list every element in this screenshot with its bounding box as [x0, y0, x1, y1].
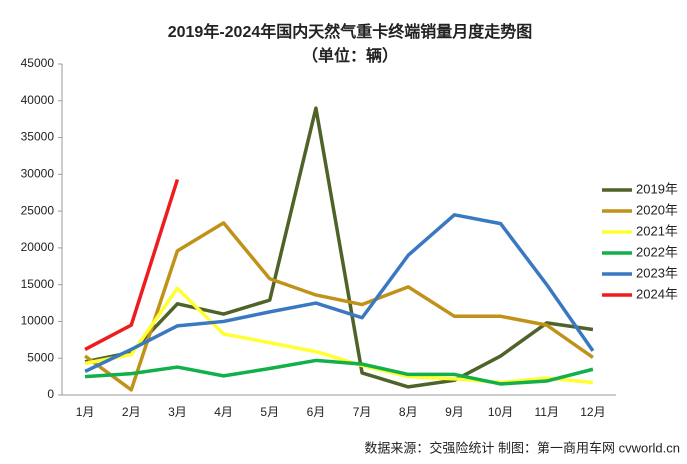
- y-tick-label: 10000: [21, 314, 55, 328]
- y-tick-label: 25000: [21, 203, 55, 217]
- legend-label: 2019年: [636, 181, 678, 196]
- legend-label: 2020年: [636, 202, 678, 217]
- legend-label: 2022年: [636, 244, 678, 259]
- y-tick-label: 0: [47, 387, 54, 401]
- x-tick-label: 8月: [399, 405, 418, 419]
- series-line: [84, 358, 594, 386]
- x-tick-label: 10月: [488, 405, 513, 419]
- x-tick-label: 2月: [122, 405, 141, 419]
- x-tick-label: 6月: [307, 405, 326, 419]
- y-tick-label: 5000: [27, 350, 54, 364]
- x-tick-label: 4月: [214, 405, 233, 419]
- source-note: 数据来源：交强险统计 制图：第一商用车网 cvworld.cn: [364, 440, 680, 455]
- chart-subtitle: （单位：辆）: [302, 46, 398, 65]
- x-tick-label: 9月: [445, 405, 464, 419]
- y-tick-label: 20000: [21, 240, 55, 254]
- y-tick-label: 30000: [21, 167, 55, 181]
- y-tick-label: 15000: [21, 277, 55, 291]
- x-tick-label: 7月: [353, 405, 372, 419]
- series-line: [84, 178, 180, 351]
- legend-label: 2024年: [636, 286, 678, 301]
- x-tick-label: 11月: [535, 405, 559, 419]
- series-line: [84, 221, 594, 392]
- legend-label: 2021年: [636, 223, 678, 238]
- x-tick-label: 5月: [260, 405, 279, 419]
- x-tick-label: 1月: [76, 405, 95, 419]
- series-line: [84, 106, 594, 389]
- x-tick-label: 3月: [168, 405, 187, 419]
- y-tick-label: 45000: [21, 56, 55, 70]
- legend-label: 2023年: [636, 265, 678, 280]
- chart-title: 2019年-2024年国内天然气重卡终端销量月度走势图: [168, 22, 533, 41]
- y-tick-label: 40000: [21, 93, 55, 107]
- series-line: [84, 213, 595, 374]
- x-tick-label: 12月: [580, 405, 605, 419]
- y-tick-label: 35000: [21, 130, 55, 144]
